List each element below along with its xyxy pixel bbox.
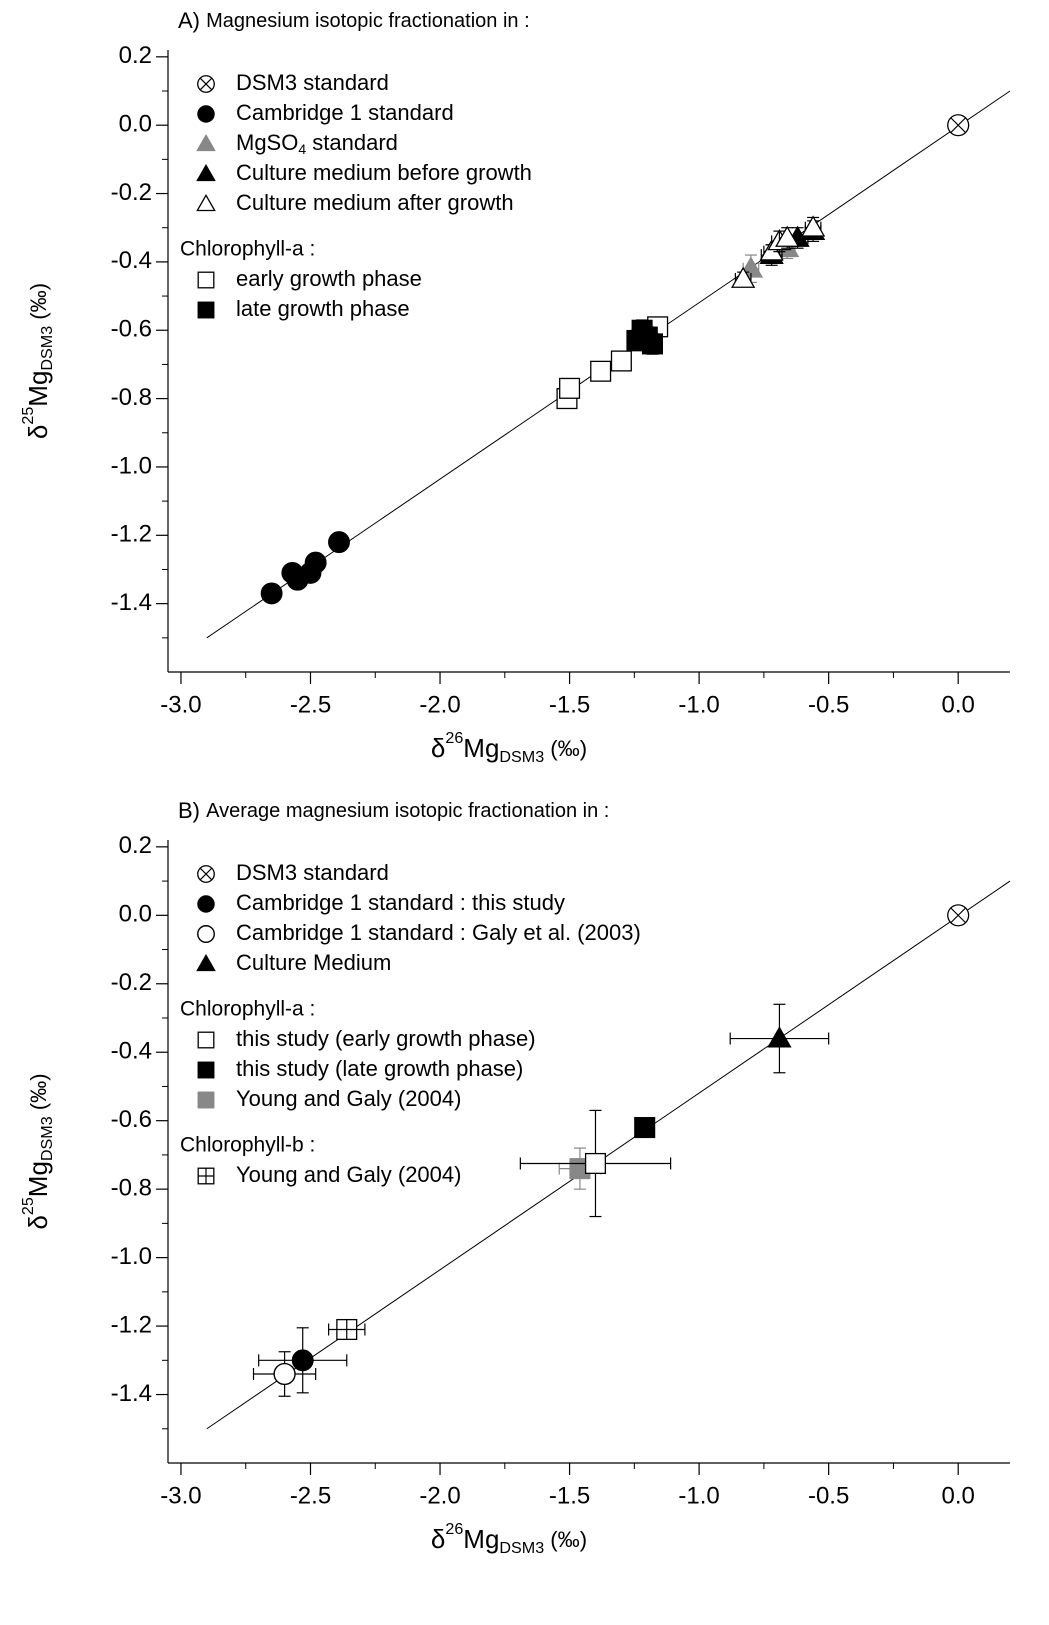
chart-title-prefix: B) [178,798,206,823]
legend-item: this study (late growth phase) [197,1056,523,1081]
data-point [328,531,350,554]
x-axis-label: δ26MgDSM3 (‰) [431,729,587,766]
x-tick-label: -0.5 [808,691,849,718]
y-tick-label: 0.0 [119,111,152,138]
x-tick-label: -2.0 [419,691,460,718]
legend-item: Cambridge 1 standard : Galy et al. (2003… [197,920,641,945]
legend: DSM3 standard Cambridge 1 standard MgSO4 s… [180,70,532,321]
data-point [731,266,756,288]
x-tick-label: -3.0 [160,691,201,718]
legend-item: Cambridge 1 standard : this study [197,890,565,915]
legend-item: DSM3 standard [197,70,389,95]
legend-label: Cambridge 1 standard : this study [236,890,565,915]
y-tick-label: -1.4 [111,589,152,616]
data-point [252,1351,317,1397]
legend-label: Cambridge 1 standard [236,100,454,125]
y-tick-label: -1.2 [111,1311,152,1338]
legend-label: late growth phase [236,296,410,321]
legend-label: Young and Galy (2004) [236,1162,461,1187]
legend-label: Young and Galy (2004) [236,1086,461,1111]
data-point [304,551,327,574]
x-axis-label: δ26MgDSM3 (‰) [431,1520,587,1557]
y-tick-label: -1.0 [111,452,152,479]
legend-label: Culture Medium [236,950,391,975]
chart-panel-b: B) Average magnesium isotopic fractionat… [19,798,1011,1557]
legend-item: late growth phase [197,296,410,321]
x-tick-label: -2.5 [290,691,331,718]
y-tick-label: -0.8 [111,384,152,411]
legend-label: early growth phase [236,266,422,291]
y-tick-label: -0.4 [111,247,152,274]
legend-item: MgSO4 standard [196,130,398,157]
legend-label: this study (early growth phase) [236,1026,536,1051]
x-tick-label: 0.0 [941,1482,974,1509]
data-point [519,1109,672,1218]
data-point [260,582,283,605]
data-point [258,1327,348,1394]
x-tick-label: -0.5 [808,1482,849,1509]
legend-item: Culture medium before growth [196,160,532,185]
x-tick-label: -1.5 [549,1482,590,1509]
legend-label: DSM3 standard [236,70,389,95]
data-point [634,1117,656,1139]
data-point [729,1003,830,1074]
y-tick-label: 0.2 [119,42,152,69]
data-point [947,904,970,927]
x-tick-label: -1.0 [678,691,719,718]
data-point [590,360,612,382]
y-tick-label: 0.0 [119,901,152,928]
y-axis-label: δ25MgDSM3 (‰) [19,1073,56,1229]
x-tick-label: -3.0 [160,1482,201,1509]
legend-item: Culture medium after growth [196,190,514,215]
legend-item: Young and Galy (2004) [197,1086,461,1111]
y-tick-label: 0.2 [119,832,152,859]
legend-item: early growth phase [197,266,422,291]
legend-label: Cambridge 1 standard : Galy et al. (2003… [236,920,641,945]
y-tick-label: -0.4 [111,1038,152,1065]
legend-item: DSM3 standard [197,860,389,885]
legend-heading: Chlorophyll-b : [180,1134,315,1157]
data-point [328,1318,366,1341]
y-tick-label: -0.2 [111,969,152,996]
y-tick-label: -1.4 [111,1380,152,1407]
legend-item: Culture Medium [196,950,391,975]
legend-label: DSM3 standard [236,860,389,885]
data-point [775,225,800,249]
chart-title: B) Average magnesium isotopic fractionat… [178,798,609,823]
x-tick-label: -1.5 [549,691,590,718]
legend-heading: Chlorophyll-a : [180,998,315,1021]
data-point [641,333,664,355]
legend-heading: Chlorophyll-a : [180,238,315,261]
data-point [947,114,970,137]
x-tick-label: 0.0 [941,691,974,718]
y-tick-label: -0.6 [111,316,152,343]
x-tick-label: -2.5 [290,1482,331,1509]
data-point [800,215,826,239]
y-tick-label: -0.8 [111,1174,152,1201]
legend-label: MgSO4 standard [236,130,398,157]
legend-item: Young and Galy (2004) [197,1162,461,1187]
chart-title-prefix: A) [178,8,206,33]
legend-item: Cambridge 1 standard [197,100,454,125]
data-point [610,350,632,372]
x-tick-label: -1.0 [678,1482,719,1509]
legend: DSM3 standard Cambridge 1 standard : this… [180,860,641,1187]
chart-title-text: Magnesium isotopic fractionation in : [206,10,530,32]
y-tick-label: -1.2 [111,521,152,548]
data-point [559,377,581,399]
chart-title-text: Average magnesium isotopic fractionation… [206,800,609,822]
legend-item: this study (early growth phase) [197,1026,536,1051]
legend-label: this study (late growth phase) [236,1056,523,1081]
chart-title: A) Magnesium isotopic fractionation in : [178,8,530,33]
legend-label: Culture medium after growth [236,190,514,215]
y-tick-label: -0.2 [111,179,152,206]
chart-panel-a: A) Magnesium isotopic fractionation in :… [19,8,1011,766]
legend-label: Culture medium before growth [236,160,532,185]
y-tick-label: -0.6 [111,1106,152,1133]
y-axis-label: δ25MgDSM3 (‰) [19,283,56,439]
y-tick-label: -1.0 [111,1243,152,1270]
x-tick-label: -2.0 [419,1482,460,1509]
